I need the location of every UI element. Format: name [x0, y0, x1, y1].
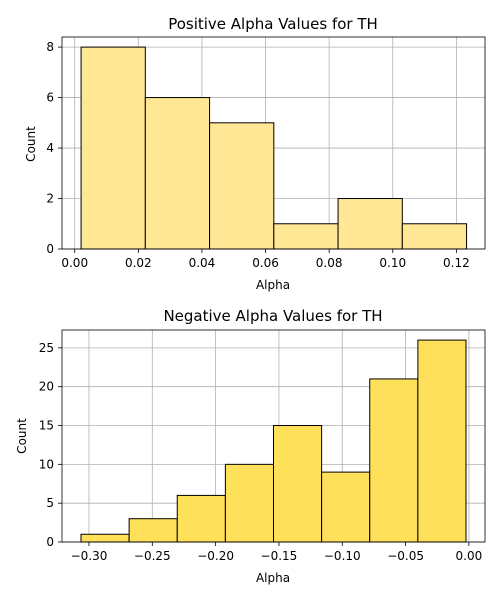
x-tick-label: 0.04 — [189, 256, 216, 270]
y-tick-label: 8 — [46, 40, 54, 54]
x-tick-label: 0.08 — [316, 256, 343, 270]
y-tick-label: 6 — [46, 91, 54, 105]
x-tick-label: 0.10 — [379, 256, 406, 270]
y-axis-label: Count — [24, 126, 38, 162]
chart-title: Negative Alpha Values for TH — [163, 307, 382, 325]
axes-spines — [61, 36, 486, 250]
y-tick-label: 0 — [46, 535, 54, 549]
x-tick-label: −0.05 — [387, 549, 424, 563]
histogram-bar — [273, 223, 339, 250]
histogram-bar — [369, 378, 419, 543]
histogram-bar — [273, 425, 323, 543]
histogram-bar — [176, 494, 226, 543]
x-axis-label: Alpha — [256, 278, 290, 292]
x-tick-label: 0.12 — [443, 256, 470, 270]
bars — [80, 46, 468, 250]
histogram-bar — [337, 198, 403, 250]
x-tick-label: −0.25 — [134, 549, 171, 563]
x-tick-label: −0.10 — [324, 549, 361, 563]
x-tick-label: 0.00 — [61, 256, 88, 270]
y-tick-label: 5 — [46, 496, 54, 510]
histogram-bar — [144, 97, 211, 250]
axes-frame — [61, 36, 486, 250]
chart-title: Positive Alpha Values for TH — [168, 15, 378, 33]
y-tick-label: 20 — [39, 380, 54, 394]
histogram-bar — [80, 533, 130, 543]
axes-frame — [61, 329, 486, 543]
y-axis-label: Count — [15, 418, 29, 454]
x-tick-label: 0.02 — [125, 256, 152, 270]
y-tick-label: 25 — [39, 341, 54, 355]
axes-spines — [61, 329, 486, 543]
y-tick-label: 4 — [46, 141, 54, 155]
y-tick-label: 10 — [39, 457, 54, 471]
x-tick-label: −0.15 — [261, 549, 298, 563]
histogram-bar — [224, 463, 274, 543]
histogram-bar — [128, 518, 178, 543]
x-tick-label: −0.30 — [71, 549, 108, 563]
bars — [80, 339, 467, 543]
x-tick-label: −0.20 — [197, 549, 234, 563]
ticks: −0.30 −0.25 −0.20 −0.15 −0.10 −0.05 0.00 0 5 10 15… — [39, 341, 483, 563]
x-axis-label: Alpha — [256, 571, 290, 585]
ticks: 0.00 0.02 0.04 0.06 0.08 0.10 0.12 0 2 4 6 8 — [46, 40, 469, 270]
histogram-bar — [209, 122, 275, 250]
x-tick-label: 0.00 — [456, 549, 483, 563]
histogram-bar — [80, 46, 146, 250]
positive-alpha-chart: Positive Alpha Values for TH 0.00 0.02 0.0… — [24, 15, 486, 292]
negative-alpha-chart: Negative Alpha Values for TH −0.30 −0.25−… — [15, 307, 486, 585]
histogram-bar — [417, 339, 467, 543]
y-tick-label: 15 — [39, 419, 54, 433]
y-tick-label: 0 — [46, 242, 54, 256]
x-tick-label: 0.06 — [252, 256, 279, 270]
y-tick-label: 2 — [46, 192, 54, 206]
histogram-bar — [401, 223, 468, 250]
histogram-bar — [321, 471, 371, 543]
